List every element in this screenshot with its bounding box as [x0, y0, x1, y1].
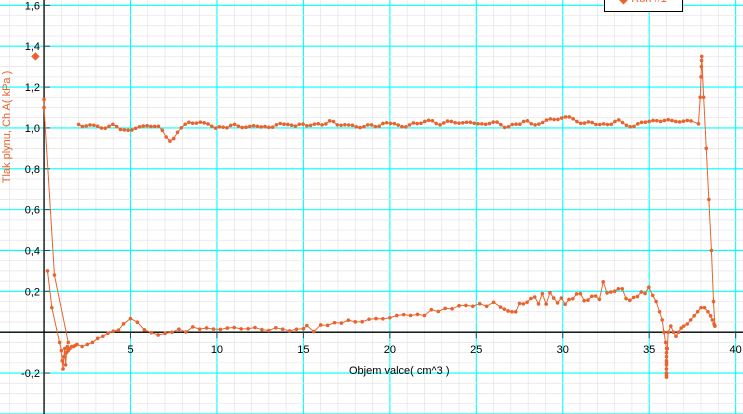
svg-text:10: 10 — [211, 344, 223, 356]
svg-text:0,8: 0,8 — [25, 164, 40, 176]
svg-text:1,0: 1,0 — [25, 123, 40, 135]
svg-text:30: 30 — [557, 344, 569, 356]
svg-text:0,6: 0,6 — [25, 205, 40, 217]
svg-text:40: 40 — [730, 344, 742, 356]
svg-text:25: 25 — [470, 344, 482, 356]
svg-text:20: 20 — [384, 344, 396, 356]
svg-text:5: 5 — [127, 344, 133, 356]
svg-text:1,2: 1,2 — [25, 82, 40, 94]
svg-text:0,4: 0,4 — [25, 245, 40, 257]
svg-text:15: 15 — [297, 344, 309, 356]
svg-text:35: 35 — [643, 344, 655, 356]
svg-text:1,4: 1,4 — [25, 41, 40, 53]
svg-text:-0,2: -0,2 — [21, 368, 40, 380]
svg-text:1,6: 1,6 — [25, 0, 40, 12]
svg-text:0,2: 0,2 — [25, 286, 40, 298]
